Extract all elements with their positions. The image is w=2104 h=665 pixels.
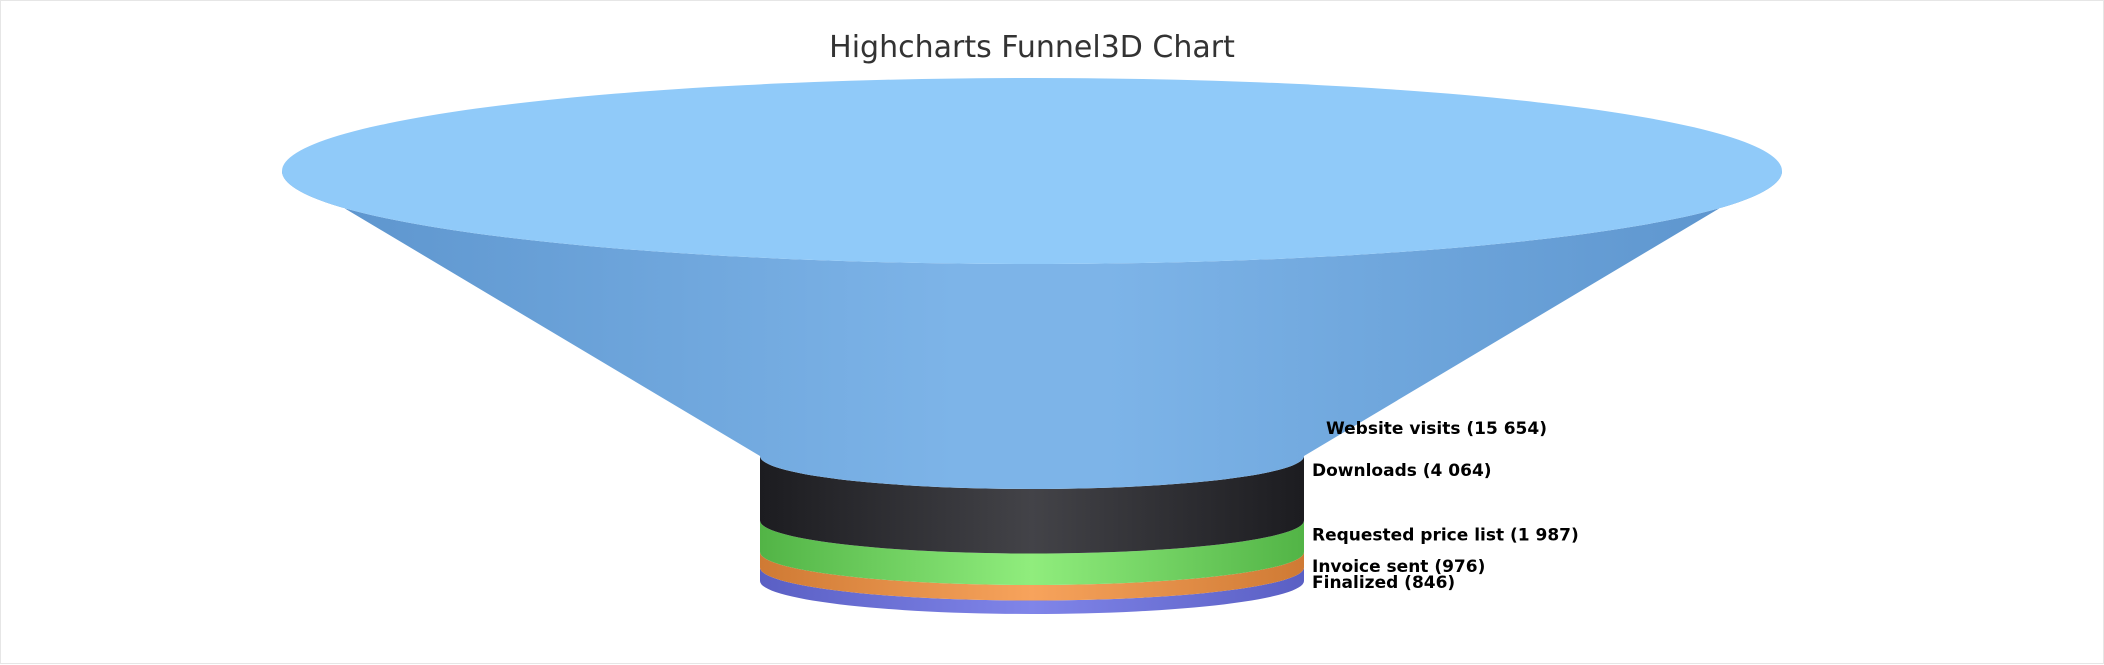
data-label-requested-price-list: Requested price list (1 987) <box>1312 526 1579 546</box>
funnel-segment-downloads[interactable] <box>760 456 1304 554</box>
funnel-segment-requested-price-list[interactable] <box>760 520 1304 586</box>
funnel-top-surface[interactable] <box>282 78 1782 264</box>
data-label-finalized: Finalized (846) <box>1312 573 1455 593</box>
funnel-layer <box>282 78 1782 614</box>
data-label-downloads: Downloads (4 064) <box>1312 461 1492 481</box>
data-label-website-visits: Website visits (15 654) <box>1326 419 1547 439</box>
funnel-segment-finalized[interactable] <box>760 567 1304 614</box>
funnel-segment-website-visits[interactable] <box>282 171 1782 489</box>
chart-title: Highcharts Funnel3D Chart <box>829 30 1235 65</box>
funnel-segment-invoice-sent[interactable] <box>760 552 1304 601</box>
label-layer: Website visits (15 654) Downloads (4 064)… <box>1312 419 1579 593</box>
data-label-invoice-sent: Invoice sent (976) <box>1312 557 1485 577</box>
